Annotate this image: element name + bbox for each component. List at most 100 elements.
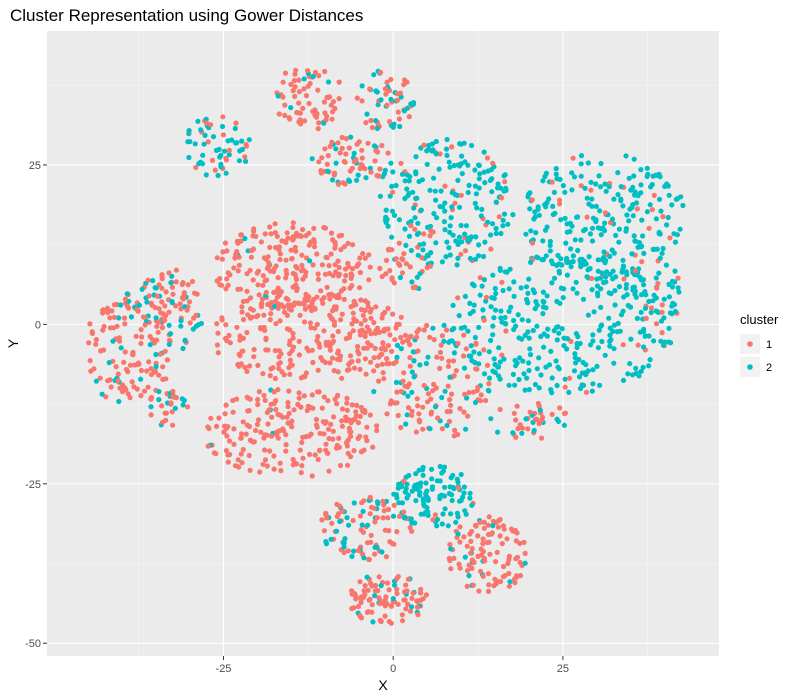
y-tick-label: 0 xyxy=(35,319,41,331)
data-point xyxy=(560,295,566,301)
data-point xyxy=(396,513,403,519)
data-point xyxy=(566,389,572,395)
data-point xyxy=(268,311,274,317)
data-point xyxy=(314,251,320,257)
data-point xyxy=(484,155,491,161)
data-point xyxy=(601,228,608,234)
data-point xyxy=(459,171,465,177)
data-point xyxy=(156,397,162,403)
data-point xyxy=(532,416,539,422)
data-point xyxy=(354,262,361,268)
data-point xyxy=(347,331,353,337)
data-point xyxy=(321,120,327,126)
data-point xyxy=(589,275,595,282)
data-point xyxy=(501,211,508,217)
data-point xyxy=(220,114,226,120)
data-point xyxy=(296,100,302,106)
data-point xyxy=(262,397,268,403)
data-point xyxy=(351,605,357,611)
data-point xyxy=(452,192,458,198)
data-point xyxy=(399,270,406,276)
data-point xyxy=(475,533,481,539)
data-point xyxy=(577,257,583,263)
data-point xyxy=(553,358,559,364)
data-point xyxy=(354,402,360,408)
data-point xyxy=(298,470,304,476)
data-point xyxy=(457,524,463,530)
data-point xyxy=(281,428,287,434)
data-point xyxy=(215,350,221,356)
data-point xyxy=(629,251,635,257)
data-point xyxy=(309,300,315,306)
data-point xyxy=(386,587,392,593)
data-point xyxy=(445,523,451,529)
data-point xyxy=(651,338,657,344)
data-point xyxy=(455,162,461,168)
data-point xyxy=(644,209,651,215)
data-point xyxy=(451,162,457,169)
data-point xyxy=(351,548,357,554)
data-point xyxy=(572,237,578,243)
data-point xyxy=(146,293,152,299)
data-point xyxy=(657,174,663,180)
data-point xyxy=(149,337,156,343)
data-point xyxy=(343,136,349,142)
data-point xyxy=(418,207,424,213)
data-point xyxy=(314,321,320,327)
data-point xyxy=(154,323,160,329)
data-point xyxy=(493,559,499,565)
data-point xyxy=(547,248,553,254)
data-point xyxy=(475,253,482,259)
data-point xyxy=(609,216,616,222)
data-point xyxy=(194,291,200,297)
data-point xyxy=(221,148,228,154)
data-point xyxy=(273,429,280,435)
data-point xyxy=(523,416,529,422)
data-point xyxy=(403,582,409,588)
data-point xyxy=(390,189,396,195)
data-point xyxy=(421,241,427,247)
data-point xyxy=(462,231,468,237)
data-point xyxy=(407,174,413,180)
data-point xyxy=(499,279,505,285)
data-point xyxy=(328,230,335,236)
data-point xyxy=(588,179,594,185)
data-point xyxy=(142,322,148,328)
data-point xyxy=(421,382,427,389)
data-point xyxy=(98,348,104,354)
data-point xyxy=(138,367,144,374)
data-point xyxy=(428,409,435,415)
data-point xyxy=(613,232,619,238)
data-point xyxy=(307,451,313,457)
data-point xyxy=(661,315,667,321)
data-point xyxy=(156,388,162,395)
data-point xyxy=(226,152,232,158)
data-point xyxy=(322,271,329,277)
data-point xyxy=(319,155,325,161)
data-point xyxy=(397,274,403,281)
data-point xyxy=(653,275,659,281)
data-point xyxy=(599,322,605,328)
data-point xyxy=(385,150,391,156)
data-point xyxy=(569,187,575,193)
data-point xyxy=(631,192,638,198)
data-point xyxy=(367,511,373,517)
data-point xyxy=(387,332,393,338)
data-point xyxy=(446,245,452,251)
data-point xyxy=(325,168,331,174)
data-point xyxy=(398,388,404,395)
data-point xyxy=(264,277,270,283)
legend-label-2: 2 xyxy=(766,362,772,374)
data-point xyxy=(534,366,540,372)
data-point xyxy=(255,417,262,423)
data-point xyxy=(585,160,591,166)
data-point xyxy=(630,184,636,190)
data-point xyxy=(523,284,530,290)
data-point xyxy=(538,333,544,340)
data-point xyxy=(100,310,106,316)
data-point xyxy=(417,362,423,368)
data-point xyxy=(650,173,656,179)
data-point xyxy=(226,332,232,339)
data-point xyxy=(556,268,562,274)
data-point xyxy=(304,345,310,351)
